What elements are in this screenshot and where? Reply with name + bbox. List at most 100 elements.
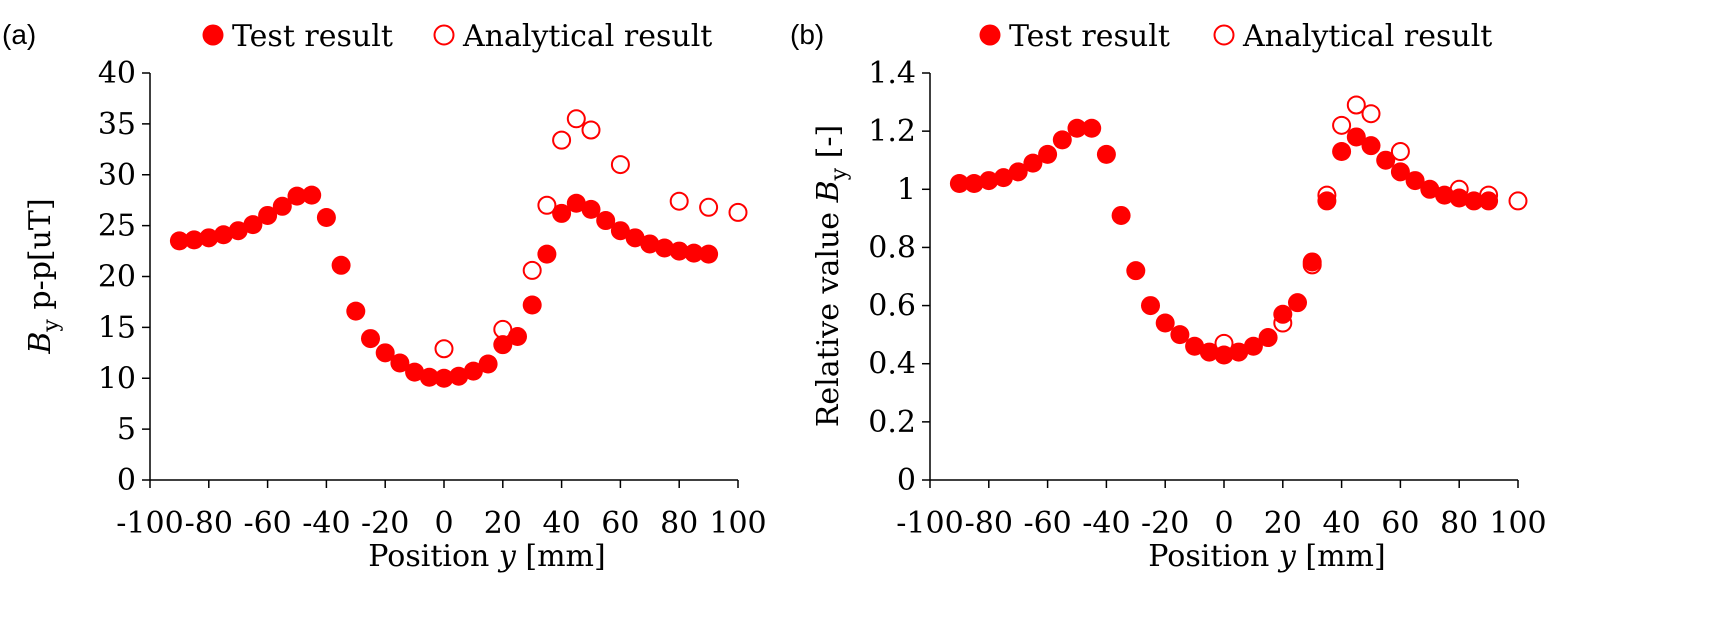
x-axis-title-prefix: Position: [1148, 539, 1279, 574]
test-result-point: [478, 354, 498, 374]
analytical-result-point: [1317, 185, 1337, 205]
test-result-point: [1420, 179, 1440, 199]
test-result-point: [1096, 144, 1116, 164]
y-axis-title-subscript: y: [39, 319, 64, 333]
x-axis-title: Position y [mm]: [1148, 539, 1385, 574]
analytical-result-point: [1479, 185, 1499, 205]
x-axis-title-variable: y: [1277, 539, 1297, 574]
test-result-point: [1008, 162, 1028, 182]
test-result-point: [964, 173, 984, 193]
test-result-point: [684, 243, 704, 263]
analytical-result-point: [1332, 115, 1352, 135]
y-tick-label: 0: [897, 463, 916, 498]
test-result-point: [949, 173, 969, 193]
test-result-point: [537, 244, 557, 264]
x-tick-label: -60: [1023, 506, 1071, 541]
test-result-point: [302, 185, 322, 205]
test-result-point: [169, 231, 189, 251]
test-result-point: [522, 295, 542, 315]
analytical-result-point: [610, 155, 630, 175]
test-result-point: [1288, 293, 1307, 313]
analytical-result-point: [522, 260, 542, 280]
test-result-point: [199, 228, 219, 248]
test-result-point: [655, 238, 674, 258]
series-analytical-result: [1214, 95, 1528, 353]
panel-b: (b) 0 0.2 0.4 0.6 0.8 1 1.2 1.4 -100 -80 -60 -40 -20 0…: [790, 19, 1547, 574]
test-result-point: [434, 368, 454, 388]
test-result-point: [581, 199, 601, 219]
x-tick-label: 80: [660, 506, 698, 541]
test-result-point: [669, 241, 689, 261]
test-result-point: [508, 327, 527, 347]
legend-label-test-result: Test result: [1009, 19, 1170, 54]
test-result-point: [1229, 342, 1249, 362]
test-result-point: [449, 366, 469, 386]
analytical-result-point: [1346, 95, 1366, 115]
y-axis-title-variable: B: [811, 180, 846, 203]
test-result-point: [1052, 130, 1072, 150]
test-result-point: [1082, 118, 1102, 138]
test-result-point: [596, 211, 616, 231]
test-result-point: [1141, 296, 1160, 316]
test-result-point: [390, 353, 410, 373]
analytical-result-point: [493, 319, 513, 339]
test-result-point: [258, 205, 278, 225]
x-tick-label: -60: [243, 506, 291, 541]
y-tick-label: 0.8: [868, 230, 916, 265]
analytical-result-point: [1361, 104, 1381, 124]
analytical-result-point: [699, 197, 719, 217]
test-result-point: [1155, 313, 1175, 333]
test-result-point: [1479, 191, 1499, 211]
test-result-point: [1185, 336, 1205, 356]
analytical-result-point: [1273, 313, 1293, 333]
y-axis-title-unit: p-p[uT]: [23, 198, 58, 319]
test-result-point: [375, 343, 395, 363]
analytical-result-point: [1449, 179, 1469, 199]
test-result-point: [1023, 153, 1043, 173]
legend-hollow-circle-marker: [433, 24, 455, 46]
test-result-point: [1376, 150, 1396, 170]
y-tick-label: 35: [98, 107, 136, 142]
analytical-result-point: [566, 109, 586, 129]
test-result-point: [1435, 185, 1454, 205]
legend-hollow-circle-marker: [1213, 24, 1235, 46]
x-tick-label: -80: [965, 506, 1013, 541]
test-result-point: [699, 244, 719, 264]
x-tick-label: 80: [1440, 506, 1478, 541]
series-analytical-result: [434, 109, 748, 359]
y-tick-label: 10: [98, 361, 136, 396]
y-tick-label: 20: [98, 260, 136, 295]
test-result-point: [316, 207, 336, 227]
y-tick-label: 30: [98, 158, 136, 193]
series-test-result: [949, 118, 1499, 365]
test-result-point: [493, 335, 513, 355]
x-tick-label: 100: [709, 506, 766, 541]
test-result-point: [346, 301, 366, 321]
x-tick-label: 0: [1214, 506, 1233, 541]
analytical-result-point: [537, 195, 557, 215]
test-result-point: [1111, 205, 1131, 225]
y-axis-title: By p-p[uT]: [23, 198, 64, 354]
test-result-point: [1038, 144, 1058, 164]
panel-a: (a) 0 5 10 15 20 25 30 35 40 -100 -80 -60 -40 -20 0 20 40…: [2, 19, 767, 574]
legend: Test result Analytical result: [202, 19, 712, 54]
x-tick-label: 40: [543, 506, 581, 541]
y-tick-label: 25: [98, 209, 136, 244]
y-tick-label: 0.4: [868, 347, 916, 382]
y-axis-title-variable: B: [23, 332, 58, 355]
x-tick-label: -20: [361, 506, 409, 541]
test-result-point: [994, 168, 1013, 188]
test-result-point: [287, 186, 307, 206]
test-result-point: [1317, 191, 1337, 211]
x-tick-label: -100: [896, 506, 963, 541]
x-axis-title-prefix: Position: [368, 539, 499, 574]
test-result-point: [361, 329, 380, 349]
test-result-point: [1067, 118, 1087, 138]
x-tick-label: -80: [185, 506, 233, 541]
x-tick-label: 20: [1264, 506, 1302, 541]
test-result-point: [1170, 325, 1190, 345]
y-tick-label: 0.2: [868, 405, 916, 440]
legend-label-test-result: Test result: [232, 19, 393, 54]
x-tick-label: 100: [1489, 506, 1546, 541]
legend-label-analytical-result: Analytical result: [462, 19, 712, 54]
